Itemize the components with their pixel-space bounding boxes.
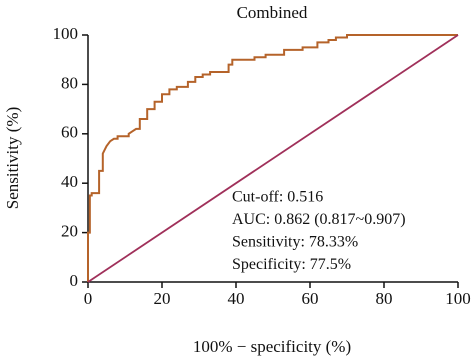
x-tick-label: 80: [376, 289, 393, 308]
reference-line: [87, 34, 459, 283]
chart-title: Combined: [237, 3, 308, 22]
x-tick-label: 20: [154, 289, 171, 308]
y-axis-label: Sensitivity (%): [3, 107, 22, 209]
y-tick-label: 40: [61, 172, 78, 191]
y-tick-label: 80: [61, 73, 78, 92]
annotation: AUC: 0.862 (0.817~0.907): [232, 211, 406, 228]
annotation: Cut-off: 0.516: [232, 189, 323, 206]
annotation: Sensitivity: 78.33%: [232, 234, 358, 251]
x-tick-label: 100: [445, 289, 471, 308]
x-tick-label: 0: [84, 289, 93, 308]
x-tick-label: 40: [228, 289, 245, 308]
x-axis-label: 100% − specificity (%): [193, 337, 351, 356]
annotation: Specificity: 77.5%: [232, 256, 351, 273]
roc-curve: [87, 34, 458, 282]
y-tick-label: 20: [61, 222, 78, 241]
y-tick-label: 60: [61, 123, 78, 142]
x-tick-label: 60: [302, 289, 319, 308]
y-tick-label: 0: [70, 271, 79, 290]
y-tick-label: 100: [53, 24, 79, 43]
